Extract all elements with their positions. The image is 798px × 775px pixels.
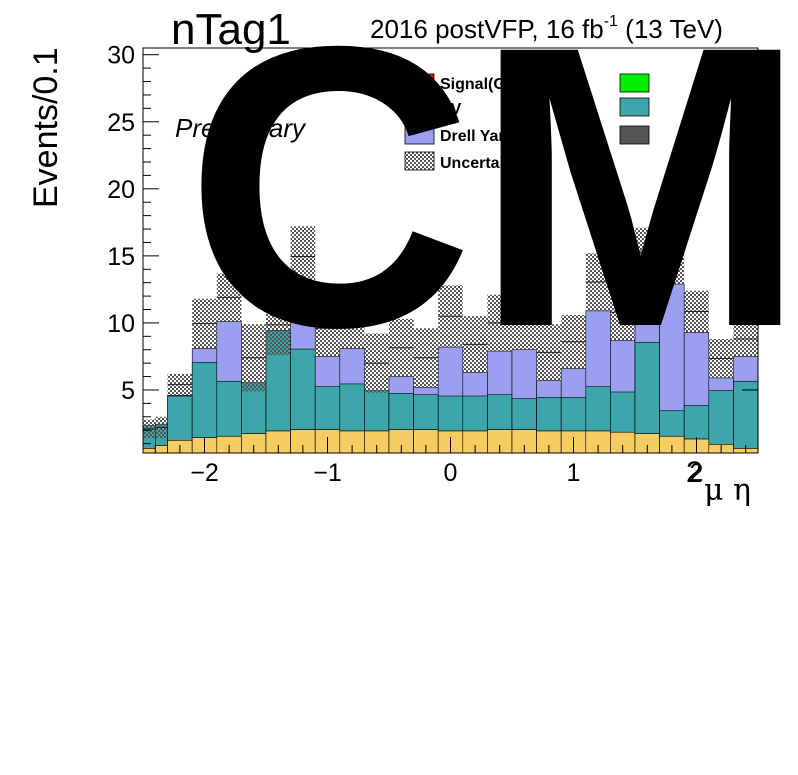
legend: Signal(GG→ WW) VV Drell Yan Uncertainty [404,73,650,172]
bar-drell-yan [216,380,242,437]
cms-logo-text: CMS [185,0,798,410]
y-axis: 5 10 15 20 25 30 [107,42,758,445]
x-tick-label: 2 [690,459,704,487]
bar-vv [155,445,168,454]
legend-label-vv: VV [440,101,462,118]
bar-drell-yan [659,410,685,437]
legend-label-signal: Signal(GG→ WW) [440,76,574,93]
bar-drell-yan [634,342,660,434]
legend-swatch-other [619,125,650,145]
bar-drell-yan [683,405,710,440]
bar-drell-yan [314,386,341,430]
legend-swatch-signal [404,73,435,93]
y-tick-label: 20 [107,176,135,204]
bar-vv [142,448,156,454]
x-tick-label: 1 [567,459,581,487]
bar-drell-yan [536,397,562,432]
x-tick-label: −2 [190,459,219,487]
y-tick-label: 25 [107,109,135,137]
x-axis: −2 −1 0 1 2 [154,437,747,487]
legend-label-drell-yan: Drell Yan [440,128,508,145]
legend-label-uncertainty: Uncertainty [440,155,528,172]
bar-drell-yan [560,397,587,432]
bar-drell-yan [610,391,636,433]
bar-drell-yan [585,386,611,432]
bar-drell-yan [511,398,537,430]
x-tick-label: 0 [444,459,458,487]
x-axis-label-prefix: 2 [686,456,703,489]
y-tick-label: 10 [107,310,135,338]
bar-drell-yan [413,394,439,430]
lumi-label: 2016 postVFP, 16 fb-1 (13 TeV) [370,13,723,44]
legend-swatch-uncertainty [404,151,435,171]
x-tick-label: −1 [313,459,342,487]
legend-swatch-top [619,97,650,117]
uncertainty-band [143,226,758,439]
y-tick-label: 5 [121,377,135,405]
y-axis-label: Events/0.1 [27,47,65,208]
x-axis-label: μ η [704,473,751,508]
y-tick-label: 30 [107,42,135,70]
y-tick-label: 15 [107,243,135,271]
bar-drell-yan [733,380,759,449]
legend-swatch-drell-yan [404,125,435,145]
ntag-label: nTag1 [171,5,291,54]
bar-drell-yan [708,390,734,445]
legend-swatch-vv [404,97,435,117]
legend-swatch-w-jets [619,73,650,93]
bar-drell-yan [388,393,414,430]
bar-drell-yan [437,395,464,432]
bar-drell-yan [487,394,513,430]
preliminary-label: Preliminary [175,113,307,143]
